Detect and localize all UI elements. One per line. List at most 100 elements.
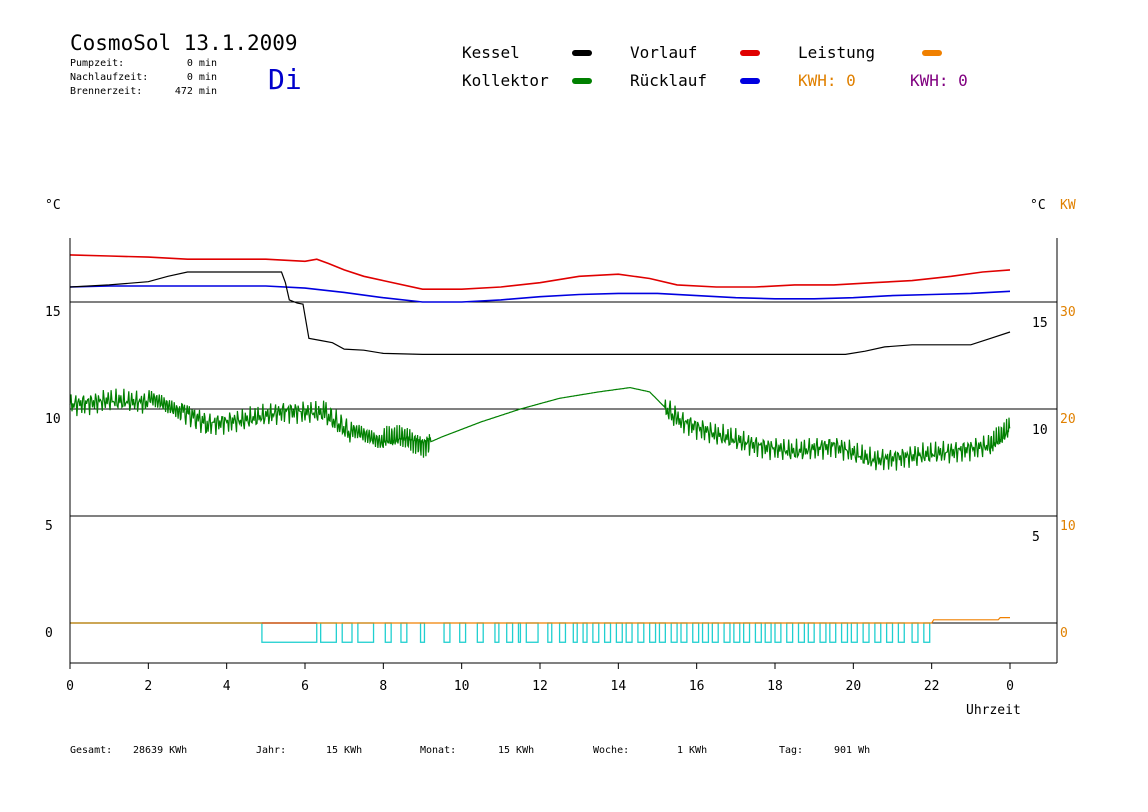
- footer-gesamt-label: Gesamt:: [70, 745, 113, 756]
- pump-pulse: [525, 622, 539, 643]
- pump-pulse: [615, 622, 623, 643]
- x-tick-label: 2: [144, 679, 152, 694]
- x-tick-label: 0: [66, 679, 74, 694]
- legend-vorlauf-label: Vorlauf: [630, 43, 698, 62]
- pump-pulse: [547, 622, 553, 643]
- pump-pulse: [625, 622, 633, 643]
- info-brennerzeit-label: Brennerzeit:: [70, 86, 143, 97]
- y-axis-left-unit: °C: [45, 198, 61, 213]
- x-tick-label: 6: [301, 679, 309, 694]
- pump-pulse: [692, 622, 700, 643]
- y-tick-label-kw: 20: [1060, 412, 1076, 427]
- legend-kessel-swatch: [572, 50, 592, 56]
- footer-jahr-value: 15 KWh: [326, 745, 363, 756]
- y-tick-label-right: 5: [1032, 530, 1040, 545]
- pump-pulse: [862, 622, 870, 643]
- legend-kessel-label: Kessel: [462, 43, 520, 62]
- pump-pulse: [754, 622, 762, 643]
- series-line-vorlauf: [69, 254, 1011, 291]
- pump-pulse: [819, 622, 827, 643]
- pump-pulse: [400, 622, 408, 643]
- pump-pulse: [320, 622, 337, 643]
- footer-woche-label: Woche:: [593, 745, 630, 756]
- pump-pulse: [786, 622, 794, 643]
- pump-pulse: [733, 622, 741, 643]
- x-tick-label: 0: [1006, 679, 1014, 694]
- pump-pulse: [649, 622, 657, 643]
- pump-pulse: [341, 622, 353, 643]
- pump-pulse: [911, 622, 919, 643]
- pump-pulse: [459, 622, 467, 643]
- pump-pulse: [829, 622, 837, 643]
- x-tick-label: 4: [223, 679, 231, 694]
- x-axis-label: Uhrzeit: [966, 703, 1021, 718]
- pump-pulse: [637, 622, 645, 643]
- legend-ruecklauf-swatch: [740, 78, 760, 84]
- pump-pulse: [592, 622, 600, 643]
- info-nachlaufzeit-label: Nachlaufzeit:: [70, 72, 149, 83]
- pump-pulse: [517, 622, 522, 643]
- x-tick-label: 12: [532, 679, 548, 694]
- x-tick-label: 16: [689, 679, 705, 694]
- pump-pulse: [807, 622, 815, 643]
- y-axis-right-kw-unit: KW: [1060, 198, 1076, 213]
- pump-pulse: [384, 622, 392, 643]
- y-tick-label-kw: 30: [1060, 305, 1076, 320]
- pump-pulse: [840, 622, 849, 643]
- pump-pulse: [658, 622, 666, 643]
- legend-kwh-purple: KWH: 0: [910, 71, 968, 90]
- pump-pulse: [797, 622, 806, 643]
- pump-pulse: [701, 622, 710, 643]
- pump-pulse: [261, 622, 318, 643]
- legend-vorlauf-swatch: [740, 50, 760, 56]
- pump-pulse: [506, 622, 514, 643]
- info-nachlaufzeit-value: 0 min: [186, 72, 217, 83]
- y-tick-label-right: 10: [1032, 423, 1048, 438]
- footer-tag-label: Tag:: [779, 745, 804, 756]
- y-tick-label-left: 10: [45, 412, 61, 427]
- pump-pulse: [723, 622, 731, 643]
- legend-ruecklauf-label: Rücklauf: [630, 71, 708, 90]
- pump-pulse: [897, 622, 905, 643]
- legend-leistung-swatch: [922, 50, 942, 56]
- x-tick-label: 10: [454, 679, 470, 694]
- chart-axes: 0 2 4 6 8 10 12 14 16 18 20 22 0 0 5 10 15 5 10 15 0 10 20 30: [45, 238, 1076, 694]
- pump-pulse: [764, 622, 772, 643]
- footer-monat-value: 15 KWh: [498, 745, 535, 756]
- pump-pulse: [774, 622, 782, 643]
- weekday-label: Di: [268, 63, 302, 96]
- y-tick-label-right: 15: [1032, 316, 1048, 331]
- pump-pulse: [670, 622, 678, 643]
- info-pumpzeit-label: Pumpzeit:: [70, 58, 125, 69]
- legend-kwh-orange: KWH: 0: [798, 71, 856, 90]
- pump-pulse: [603, 622, 612, 643]
- pump-pulse: [494, 622, 500, 643]
- info-pumpzeit-value: 0 min: [186, 58, 217, 69]
- pump-pulse: [558, 622, 567, 643]
- footer-woche-value: 1 KWh: [677, 745, 708, 756]
- legend-leistung-label: Leistung: [798, 43, 876, 62]
- series-line-ruecklauf: [69, 285, 1011, 303]
- footer-gesamt-value: 28639 KWh: [133, 745, 188, 756]
- pump-pulse: [582, 622, 588, 643]
- pump-pulse: [357, 622, 375, 643]
- footer-jahr-label: Jahr:: [256, 745, 287, 756]
- series-line-kollektor: [69, 386, 1011, 471]
- pump-pulse: [476, 622, 484, 643]
- chart-series: [69, 254, 1011, 643]
- x-tick-label: 22: [924, 679, 940, 694]
- y-tick-label-kw: 10: [1060, 519, 1076, 534]
- pump-pulse: [680, 622, 688, 643]
- x-tick-label: 8: [379, 679, 387, 694]
- pump-pulse: [885, 622, 894, 643]
- x-tick-label: 14: [611, 679, 627, 694]
- y-tick-label-left: 15: [45, 305, 61, 320]
- y-tick-label-kw: 0: [1060, 626, 1068, 641]
- pump-pulse: [572, 622, 578, 643]
- pump-pulse: [850, 622, 858, 643]
- pump-pulse: [923, 622, 931, 643]
- legend-kollektor-swatch: [572, 78, 592, 84]
- footer-monat-label: Monat:: [420, 745, 457, 756]
- y-tick-label-left: 5: [45, 519, 53, 534]
